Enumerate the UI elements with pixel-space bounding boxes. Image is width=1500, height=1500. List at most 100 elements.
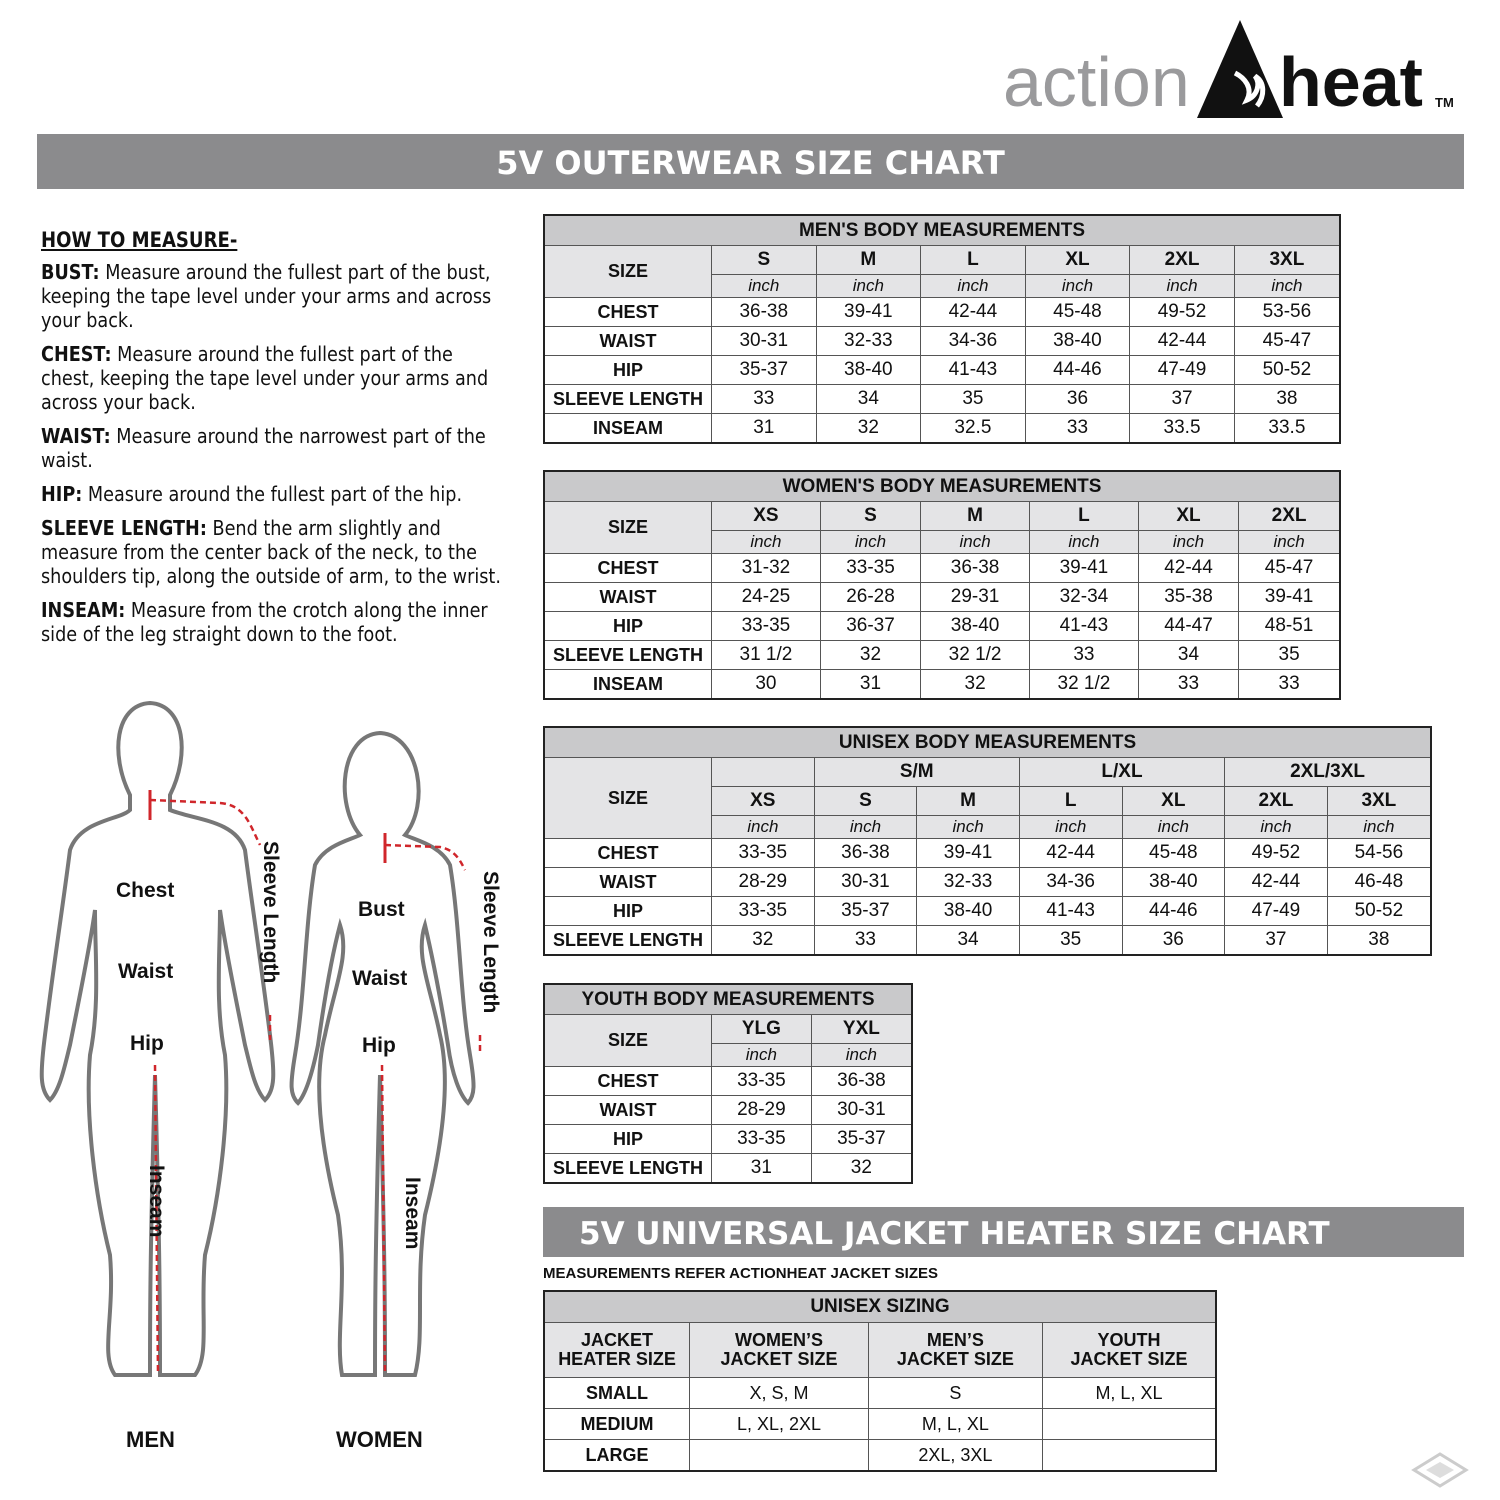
- measurement-cell: 45-47: [1233, 326, 1341, 356]
- size-header: SIZE: [543, 501, 712, 554]
- measurement-cell: 36-38: [813, 838, 918, 868]
- measurement-cell: 33.5: [1233, 413, 1341, 444]
- measurement-cell: 30: [711, 669, 821, 700]
- measurement-cell: 36-38: [810, 1066, 913, 1096]
- measurement-cell: 33-35: [711, 1066, 812, 1096]
- measurement-cell: 38-40: [815, 355, 922, 385]
- measurement-cell: 38-40: [1024, 326, 1131, 356]
- unit-label: inch: [920, 274, 1026, 298]
- unit-label: inch: [1233, 274, 1341, 298]
- header-line: JACKET SIZE: [896, 1349, 1014, 1369]
- measurement-cell: 35-37: [813, 896, 918, 926]
- measurement-cell: 48-51: [1238, 611, 1341, 641]
- unit-label: inch: [920, 530, 1030, 554]
- measurement-cell: 36-38: [920, 553, 1030, 583]
- flame-peak-icon: [1197, 20, 1283, 118]
- row-label: CHEST: [543, 297, 712, 327]
- how-to-measure: HOW TO MEASURE- BUST: Measure around the…: [41, 228, 505, 656]
- measurement-cell: 34: [1137, 640, 1240, 670]
- row-label: WAIST: [543, 867, 712, 897]
- measurement-cell: 49-52: [1129, 297, 1235, 327]
- women-inseam-label: Inseam: [401, 1177, 424, 1250]
- unit-label: inch: [1029, 530, 1139, 554]
- unit-label: inch: [813, 815, 918, 839]
- diamond-watermark-icon: [1411, 1452, 1469, 1488]
- unit-label: inch: [1238, 530, 1341, 554]
- logo-word-heat: heat: [1279, 43, 1423, 121]
- row-label: HIP: [543, 1124, 712, 1154]
- measurement-cell: 33: [1024, 413, 1131, 444]
- unit-label: inch: [916, 815, 1020, 839]
- measurement-cell: 46-48: [1326, 867, 1432, 897]
- measurement-cell: 42-44: [1137, 553, 1240, 583]
- measurement-cell: 39-41: [815, 297, 922, 327]
- measurement-cell: 37: [1129, 384, 1235, 414]
- youth-measurements-table: YOUTH BODY MEASUREMENTS SIZE YLG YXL inch inc…: [543, 983, 913, 1184]
- jacket-size-cell: S: [867, 1377, 1043, 1409]
- measurement-cell: 42-44: [1129, 326, 1235, 356]
- size-header: SIZE: [543, 245, 712, 298]
- unit-label: inch: [1137, 530, 1240, 554]
- body-outlines: [39, 700, 482, 1377]
- measure-term: SLEEVE LENGTH:: [41, 516, 207, 540]
- unit-label: inch: [1121, 815, 1226, 839]
- measure-text: Measure around the fullest part of the c…: [41, 342, 489, 414]
- women-waist-label: Waist: [352, 967, 408, 990]
- measurement-cell: 54-56: [1326, 838, 1432, 868]
- measurement-cell: 30-31: [810, 1095, 913, 1125]
- measurement-cell: 41-43: [1029, 611, 1139, 641]
- measurement-cell: 32-34: [1029, 582, 1139, 612]
- measurement-cell: 50-52: [1326, 896, 1432, 926]
- measurement-cell: 39-41: [1238, 582, 1341, 612]
- size-group: S/M: [813, 757, 1020, 787]
- measurement-cell: 26-28: [819, 582, 922, 612]
- jacket-size-cell: X, S, M: [689, 1377, 869, 1409]
- measurement-cell: 50-52: [1233, 355, 1341, 385]
- measurement-cell: 42-44: [1224, 867, 1328, 897]
- measurement-cell: 45-47: [1238, 553, 1341, 583]
- measurement-cell: 35: [920, 384, 1026, 414]
- size-column: XS: [711, 501, 821, 531]
- heater-size-label: MEDIUM: [543, 1408, 691, 1440]
- size-column: L: [920, 245, 1026, 275]
- measurement-cell: 32.5: [920, 413, 1026, 444]
- measure-text: Measure around the fullest part of the h…: [87, 482, 463, 506]
- table-title: UNISEX SIZING: [543, 1290, 1217, 1323]
- measure-term: BUST:: [41, 260, 100, 284]
- table-row: INSEAM 30 31 32 32 1/2 33 33: [543, 669, 1341, 700]
- body-diagrams: Chest Waist Hip Sleeve Length Inseam MEN…: [20, 695, 520, 1475]
- table-row: WAIST 24-25 26-28 29-31 32-34 35-38 39-41: [543, 582, 1341, 612]
- measurement-cell: 31-32: [711, 553, 821, 583]
- table-row: WAIST 28-29 30-31: [543, 1095, 913, 1125]
- size-column: YLG: [711, 1014, 812, 1044]
- measure-instruction: HIP: Measure around the fullest part of …: [41, 482, 505, 506]
- actionheat-logo: action heat TM: [1003, 18, 1463, 123]
- table-title: YOUTH BODY MEASUREMENTS: [543, 983, 913, 1015]
- size-column: 3XL: [1233, 245, 1341, 275]
- measurement-cell: 33: [711, 384, 817, 414]
- measurement-cell: 38-40: [1121, 867, 1226, 897]
- measurement-cell: 34-36: [1018, 867, 1123, 897]
- men-waist-label: Waist: [118, 960, 174, 983]
- mens-measurements-table: MEN'S BODY MEASUREMENTS SIZE S M L XL 2XL 3XL in…: [543, 214, 1341, 444]
- table-title: MEN'S BODY MEASUREMENTS: [543, 214, 1341, 246]
- heater-size-label: LARGE: [543, 1439, 691, 1472]
- measurement-cell: 36-38: [711, 297, 817, 327]
- measure-term: INSEAM:: [41, 598, 126, 622]
- men-sleeve-label: Sleeve Length: [259, 841, 282, 984]
- unit-label: inch: [711, 274, 817, 298]
- size-column: YXL: [810, 1014, 913, 1044]
- measurement-cell: 35: [1018, 925, 1123, 956]
- heater-column-header: WOMEN’S JACKET SIZE: [689, 1322, 869, 1378]
- table-row: SLEEVE LENGTH 33 34 35 36 37 38: [543, 384, 1341, 414]
- measurement-cell: 32: [815, 413, 922, 444]
- measurement-cell: 39-41: [916, 838, 1020, 868]
- measurement-cell: 33: [813, 925, 918, 956]
- header-line: JACKET SIZE: [1070, 1349, 1188, 1369]
- measurement-cell: 38-40: [916, 896, 1020, 926]
- table-row: SLEEVE LENGTH 31 1/2 32 32 1/2 33 34 35: [543, 640, 1341, 670]
- header-line: JACKET SIZE: [720, 1349, 838, 1369]
- measure-term: CHEST:: [41, 342, 112, 366]
- measurement-cell: 53-56: [1233, 297, 1341, 327]
- measurement-cell: 31: [711, 413, 817, 444]
